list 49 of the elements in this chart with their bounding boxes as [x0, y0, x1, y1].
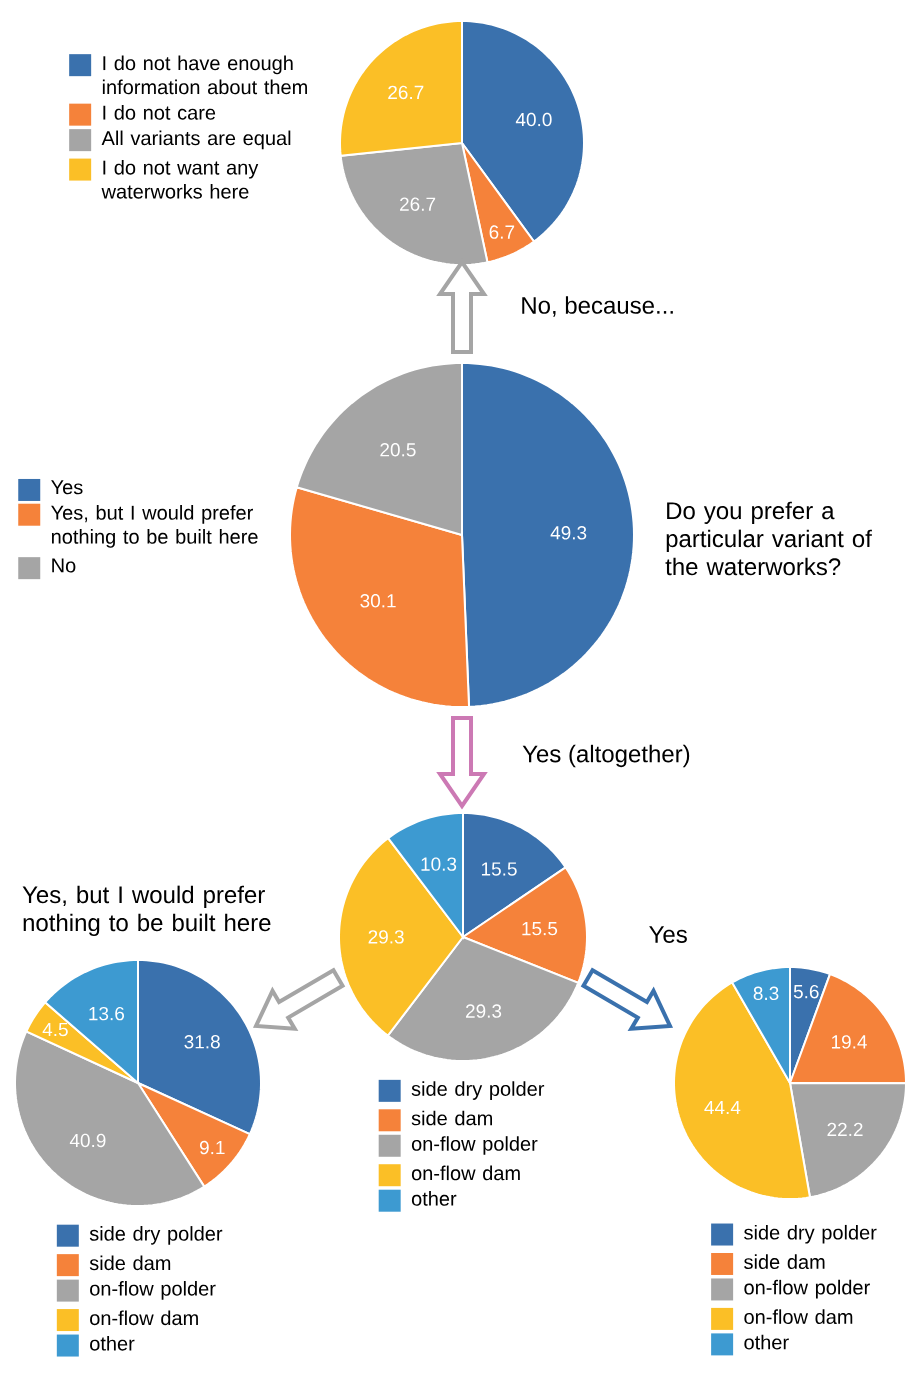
- legend-label: on-flow dam: [90, 1310, 198, 1326]
- legend-label: I do not want any waterworks here: [101, 159, 259, 199]
- data-label: 9.1: [199, 1140, 225, 1155]
- data-label: 4.5: [42, 1022, 68, 1037]
- data-label: 15.5: [481, 862, 517, 876]
- data-label: 22.2: [827, 1122, 863, 1136]
- legend-label: Yes: [51, 480, 83, 495]
- legend-label: other: [744, 1334, 789, 1350]
- legend-label: I do not have enough information about them: [102, 55, 307, 95]
- legend-label: other: [411, 1191, 457, 1206]
- legend-label: on-flow polder: [411, 1136, 538, 1155]
- legend-label: on-flow polder: [744, 1279, 870, 1299]
- data-label: 6.7: [489, 225, 515, 239]
- data-label: 40.0: [515, 112, 552, 127]
- data-label: 30.1: [360, 594, 396, 608]
- text: No, because...: [522, 296, 673, 317]
- legend-label: Yes, but I would prefer nothing to be built here: [51, 505, 258, 548]
- data-label: 40.9: [69, 1133, 106, 1148]
- data-label: 13.6: [89, 1006, 125, 1021]
- data-label: 29.3: [465, 1004, 502, 1018]
- legend-label: side dry polder: [411, 1081, 545, 1100]
- data-label: 15.5: [522, 922, 558, 936]
- legend-label: side dam: [411, 1110, 492, 1126]
- legend-label: on-flow polder: [90, 1281, 216, 1300]
- legend-label: I do not care: [103, 105, 216, 120]
- chart-title: Yes: [649, 926, 687, 943]
- legend-label: side dam: [744, 1254, 825, 1270]
- data-label: 20.5: [380, 443, 416, 457]
- text: Do you prefer a particular variant of the waterworks?: [665, 501, 872, 576]
- data-label: 8.3: [753, 986, 779, 1001]
- data-label: 26.7: [388, 85, 424, 100]
- legend-label: on-flow dam: [744, 1309, 853, 1324]
- legend-label: on-flow dam: [411, 1165, 520, 1181]
- data-label: 19.4: [831, 1035, 867, 1049]
- legend-label: All variants are equal: [101, 130, 291, 150]
- data-label: 10.3: [421, 857, 457, 871]
- legend-label: other: [90, 1335, 135, 1351]
- data-label: 44.4: [704, 1100, 741, 1115]
- data-label: 49.3: [550, 526, 587, 540]
- legend-label: side dry polder: [89, 1226, 223, 1245]
- data-label: 31.8: [184, 1035, 220, 1049]
- legend-label: No: [52, 558, 76, 573]
- data-label: 5.6: [793, 984, 819, 999]
- data-label: 26.7: [400, 197, 436, 211]
- chart-title: Yes (altogether): [522, 744, 690, 768]
- legend-label: side dry polder: [744, 1224, 877, 1244]
- legend-label: side dam: [89, 1255, 171, 1271]
- data-label: 29.3: [368, 930, 404, 944]
- chart-title: Yes, but I would prefer nothing to be built here: [22, 885, 271, 936]
